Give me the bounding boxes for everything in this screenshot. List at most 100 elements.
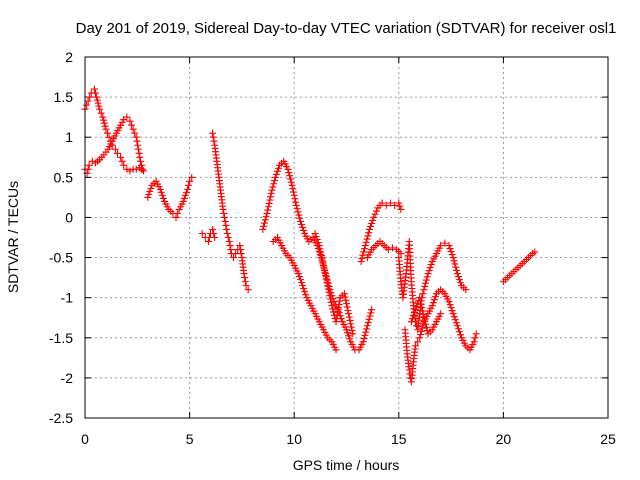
data-point bbox=[416, 334, 424, 342]
x-tick-label: 5 bbox=[186, 431, 194, 447]
data-point bbox=[417, 331, 425, 339]
data-point bbox=[241, 274, 249, 282]
data-point bbox=[454, 325, 462, 333]
data-point bbox=[296, 217, 304, 225]
data-point bbox=[93, 96, 101, 104]
data-point bbox=[134, 141, 142, 149]
data-point bbox=[419, 307, 427, 315]
data-point bbox=[299, 282, 307, 290]
data-point bbox=[363, 322, 371, 330]
data-point bbox=[260, 219, 268, 227]
axis-ticks bbox=[84, 56, 609, 419]
data-point bbox=[301, 288, 309, 296]
data-point bbox=[286, 175, 294, 183]
data-point bbox=[291, 195, 299, 203]
data-point bbox=[123, 165, 131, 173]
data-point bbox=[412, 342, 420, 350]
data-point bbox=[367, 309, 375, 317]
series-satellite-track-13 bbox=[407, 294, 445, 338]
data-point bbox=[429, 299, 437, 307]
data-point bbox=[384, 246, 392, 254]
data-point bbox=[450, 257, 458, 265]
data-point bbox=[295, 211, 303, 219]
data-point bbox=[446, 301, 454, 309]
data-point bbox=[471, 334, 479, 342]
data-point bbox=[326, 295, 334, 303]
data-point bbox=[292, 198, 300, 206]
data-point bbox=[158, 191, 166, 199]
data-point bbox=[369, 216, 377, 224]
data-point bbox=[367, 222, 375, 230]
data-point bbox=[419, 310, 427, 318]
data-point bbox=[336, 312, 344, 320]
data-point bbox=[437, 310, 445, 318]
data-point bbox=[334, 307, 342, 315]
data-point bbox=[333, 314, 341, 322]
data-point bbox=[227, 246, 235, 254]
data-point bbox=[449, 254, 457, 262]
data-point bbox=[136, 157, 144, 165]
data-point bbox=[263, 209, 271, 217]
data-point bbox=[334, 304, 342, 312]
data-point bbox=[269, 183, 277, 191]
data-point bbox=[290, 191, 298, 199]
data-point bbox=[265, 199, 273, 207]
data-point bbox=[366, 225, 374, 233]
data-point bbox=[295, 273, 303, 281]
data-point bbox=[382, 201, 390, 209]
data-point bbox=[300, 226, 308, 234]
data-point bbox=[470, 338, 478, 346]
data-point bbox=[452, 263, 460, 271]
data-point bbox=[457, 279, 465, 287]
data-point bbox=[137, 161, 145, 169]
data-point bbox=[113, 149, 121, 157]
data-point bbox=[423, 273, 431, 281]
series-satellite-track-5 bbox=[209, 129, 252, 294]
data-point bbox=[99, 113, 107, 121]
data-point bbox=[362, 328, 370, 336]
data-point bbox=[320, 265, 328, 273]
x-tick-labels: 0 5 10 15 20 25 bbox=[81, 431, 616, 447]
data-point bbox=[123, 113, 131, 121]
data-point bbox=[226, 242, 234, 250]
data-point bbox=[328, 302, 336, 310]
data-point bbox=[134, 145, 142, 153]
y-tick-label: 1 bbox=[65, 129, 73, 145]
data-point bbox=[129, 125, 137, 133]
data-point bbox=[342, 296, 350, 304]
data-point bbox=[453, 270, 461, 278]
data-point bbox=[133, 137, 141, 145]
data-point bbox=[146, 187, 154, 195]
data-point bbox=[324, 282, 332, 290]
data-point bbox=[346, 335, 354, 343]
data-point bbox=[412, 306, 420, 314]
data-point bbox=[91, 89, 99, 97]
data-point bbox=[428, 302, 436, 310]
data-point bbox=[416, 297, 424, 305]
data-point bbox=[360, 335, 368, 343]
data-point bbox=[365, 315, 373, 323]
data-point bbox=[294, 208, 302, 216]
data-point bbox=[315, 242, 323, 250]
data-point bbox=[344, 306, 352, 314]
data-point bbox=[294, 270, 302, 278]
data-point bbox=[182, 188, 190, 196]
data-point bbox=[451, 316, 459, 324]
data-point bbox=[298, 279, 306, 287]
data-point bbox=[157, 188, 165, 196]
series-satellite-track-4 bbox=[198, 225, 219, 246]
data-point bbox=[139, 165, 147, 173]
data-point bbox=[357, 258, 365, 266]
data-point bbox=[223, 229, 231, 237]
data-point bbox=[422, 320, 430, 328]
data-point bbox=[322, 272, 330, 280]
data-point bbox=[230, 254, 238, 262]
data-point bbox=[284, 165, 292, 173]
data-point bbox=[319, 258, 327, 266]
data-point bbox=[267, 189, 275, 197]
data-point bbox=[348, 326, 356, 334]
data-point bbox=[147, 184, 155, 192]
data-point bbox=[349, 330, 357, 338]
data-point bbox=[407, 318, 415, 326]
